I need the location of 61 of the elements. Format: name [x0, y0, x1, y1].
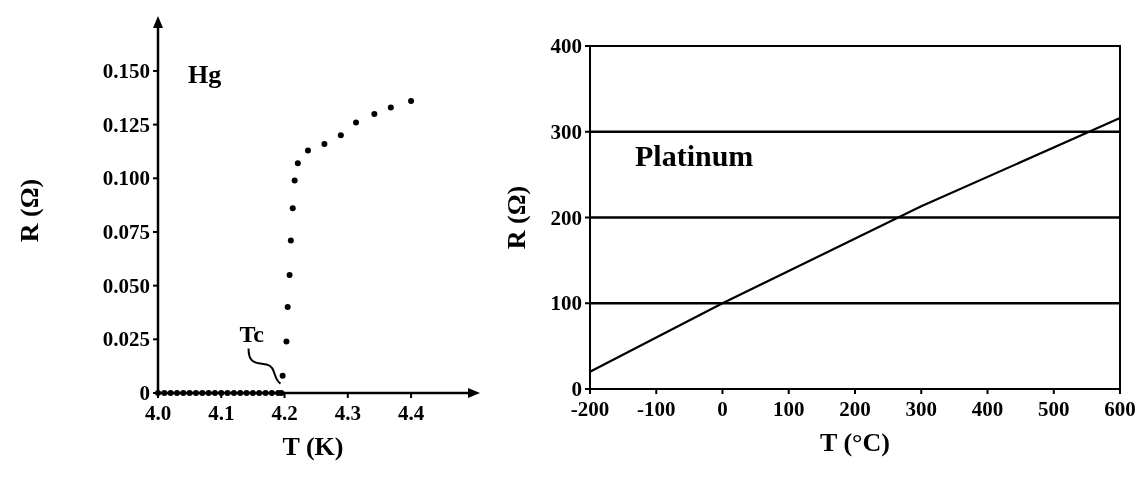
x-tick-label: 4.1	[208, 401, 235, 425]
point	[211, 390, 218, 396]
x-tick-label: 4.4	[397, 401, 425, 425]
annotation: Platinum	[635, 139, 754, 172]
y-tick-label: 0.075	[102, 219, 150, 244]
point	[173, 390, 180, 396]
point	[237, 390, 244, 396]
x-tick-label: -100	[637, 397, 676, 421]
point	[371, 110, 378, 117]
x-tick-label: 100	[773, 397, 805, 421]
x-tick-label: 300	[905, 397, 937, 421]
y-tick-label: 300	[550, 119, 582, 144]
point	[167, 390, 174, 396]
annotation: Hg	[188, 60, 222, 89]
point	[304, 147, 311, 154]
y-tick-label: 400	[550, 34, 582, 58]
y-tick-label: 0.150	[102, 58, 150, 83]
point	[268, 390, 275, 396]
x-tick-label: 0	[717, 397, 728, 421]
point	[294, 160, 301, 167]
point	[243, 390, 250, 396]
y-axis-title: R (Ω)	[15, 178, 44, 243]
x-axis-title: T (K)	[282, 432, 344, 461]
point	[353, 119, 360, 126]
point	[289, 205, 296, 212]
point	[224, 390, 231, 396]
x-tick-label: 600	[1104, 397, 1136, 421]
point	[186, 390, 193, 396]
point	[205, 390, 212, 396]
y-tick-label: 0.025	[102, 327, 150, 352]
y-tick-label: 0.100	[102, 166, 150, 191]
point	[262, 390, 269, 396]
point	[287, 237, 294, 244]
point	[291, 177, 298, 184]
y-tick-label: 100	[550, 291, 582, 316]
point	[408, 98, 415, 104]
x-tick-label: 400	[971, 397, 1004, 421]
point	[387, 104, 394, 111]
point	[256, 390, 263, 396]
annotation: Tc	[239, 320, 265, 347]
y-tick-label: 0.125	[102, 112, 150, 137]
point	[321, 140, 328, 147]
point	[279, 372, 286, 379]
x-tick-label: 500	[1038, 397, 1070, 421]
point	[286, 271, 293, 278]
point	[337, 132, 344, 139]
x-tick-label: 4.3	[334, 401, 361, 425]
x-axis-title: T (°C)	[820, 428, 890, 457]
point	[283, 338, 290, 345]
y-tick-label: 0.050	[102, 273, 150, 298]
point	[230, 390, 237, 396]
y-axis-title: R (Ω)	[502, 185, 531, 250]
x-tick-label: 200	[839, 397, 871, 421]
point	[161, 390, 168, 396]
x-tick-label: 4.2	[271, 401, 298, 425]
point	[180, 390, 187, 396]
point	[284, 304, 291, 311]
point	[192, 390, 199, 396]
y-tick-label: 200	[550, 205, 582, 230]
point	[199, 390, 206, 396]
point	[249, 390, 256, 396]
